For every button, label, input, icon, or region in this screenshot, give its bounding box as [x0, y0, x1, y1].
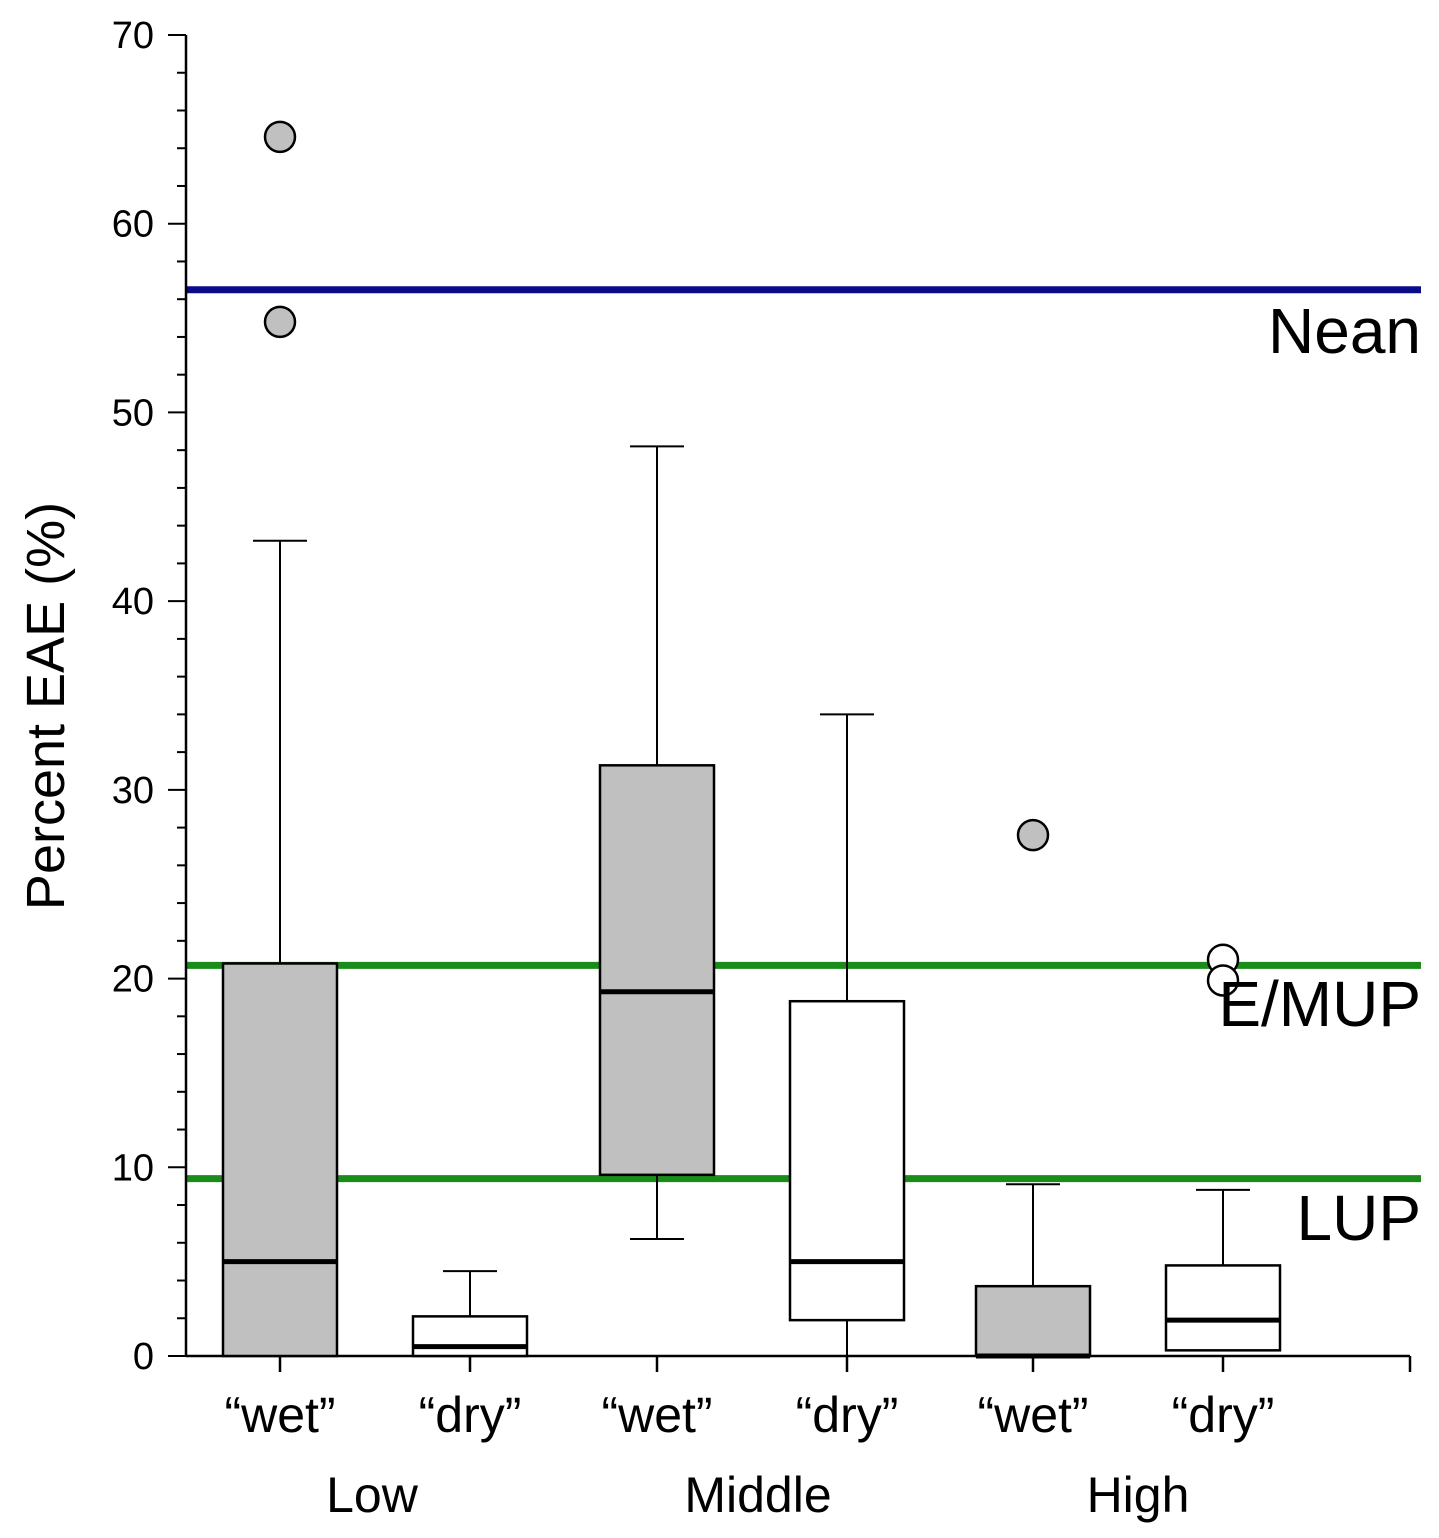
y-tick-label: 20: [112, 959, 154, 1001]
y-tick-label: 30: [112, 770, 154, 812]
outlier-point: [1206, 964, 1240, 997]
y-tick-label: 60: [112, 204, 154, 246]
box-iqr: [974, 1284, 1092, 1358]
x-group-label: Middle: [684, 1467, 831, 1523]
x-category-label: “dry”: [419, 1387, 522, 1443]
box-iqr: [1164, 1264, 1282, 1352]
reference-line-label: LUP: [1297, 1182, 1422, 1254]
x-group-label: Low: [326, 1467, 419, 1523]
x-category-label: “wet”: [977, 1387, 1088, 1443]
box-iqr: [411, 1315, 529, 1358]
reference-line-label: E/MUP: [1218, 968, 1421, 1040]
outlier-point: [263, 120, 297, 154]
box-iqr: [598, 764, 716, 1177]
y-axis-label: Percent EAE (%): [16, 502, 76, 910]
x-category-label: “dry”: [796, 1387, 899, 1443]
y-tick-label: 0: [133, 1336, 154, 1378]
y-tick-label: 70: [112, 15, 154, 57]
y-tick-label: 40: [112, 581, 154, 623]
x-category-label: “wet”: [601, 1387, 712, 1443]
x-category-label: “dry”: [1172, 1387, 1275, 1443]
x-group-label: High: [1087, 1467, 1190, 1523]
y-tick-label: 10: [112, 1147, 154, 1189]
box-iqr: [788, 999, 906, 1322]
box-iqr: [221, 962, 339, 1358]
outlier-point: [1016, 818, 1050, 852]
reference-line-label: Nean: [1268, 295, 1421, 367]
outlier-point: [263, 305, 297, 339]
y-tick-label: 50: [112, 392, 154, 434]
x-category-label: “wet”: [224, 1387, 335, 1443]
